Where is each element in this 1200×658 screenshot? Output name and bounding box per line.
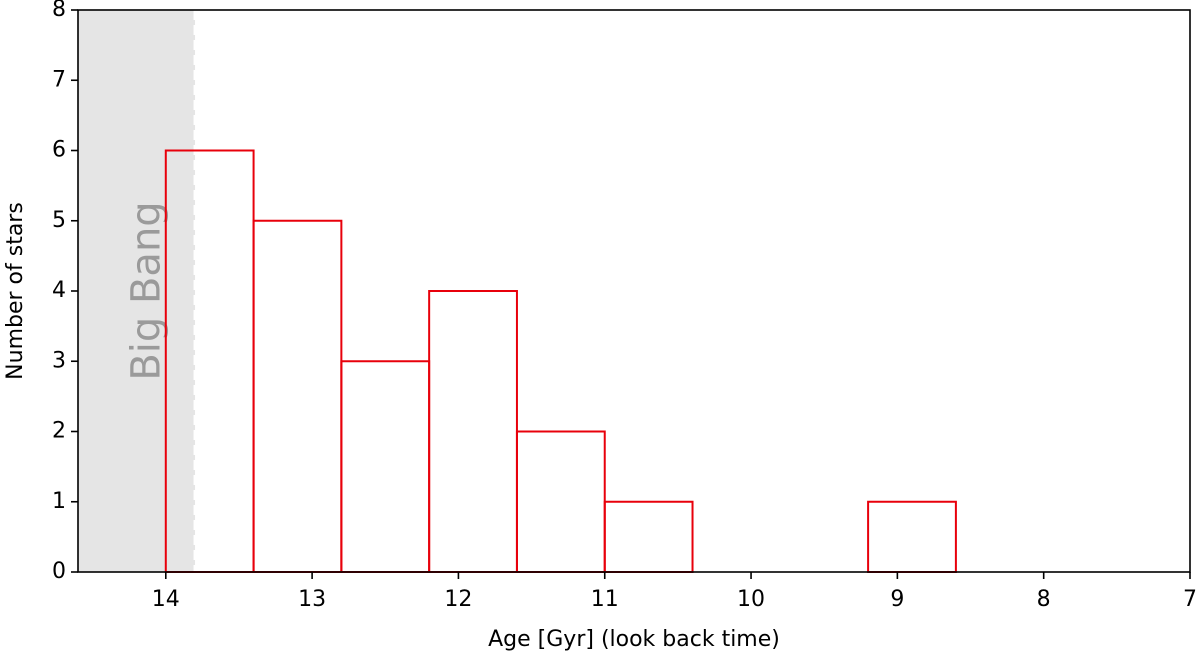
y-tick-label: 6	[52, 138, 66, 163]
big-bang-label: Big Bang	[124, 201, 170, 380]
y-axis-label: Number of stars	[3, 202, 28, 380]
y-tick-label: 5	[52, 208, 66, 233]
x-tick-label: 14	[152, 587, 180, 612]
y-tick-label: 3	[52, 348, 66, 373]
bar	[428, 290, 518, 573]
bar	[867, 500, 957, 573]
x-tick-label: 7	[1183, 587, 1197, 612]
y-tick-label: 7	[52, 67, 66, 92]
x-axis-label: Age [Gyr] (look back time)	[488, 627, 780, 652]
y-tick-label: 2	[52, 419, 66, 444]
y-tick-label: 8	[52, 0, 66, 22]
bar	[603, 500, 694, 573]
bar	[340, 360, 431, 573]
y-tick-label: 1	[52, 489, 66, 514]
bar	[252, 219, 343, 573]
x-tick-label: 9	[890, 587, 904, 612]
y-tick-label: 0	[52, 559, 66, 584]
big-bang-region	[78, 10, 196, 572]
x-tick-label: 8	[1037, 587, 1051, 612]
bar	[515, 430, 606, 573]
x-tick-label: 12	[444, 587, 472, 612]
x-tick-label: 10	[737, 587, 765, 612]
x-tick-label: 11	[591, 587, 619, 612]
x-tick-label: 13	[298, 587, 326, 612]
y-tick-label: 4	[52, 278, 66, 303]
plot-frame	[77, 9, 1191, 573]
